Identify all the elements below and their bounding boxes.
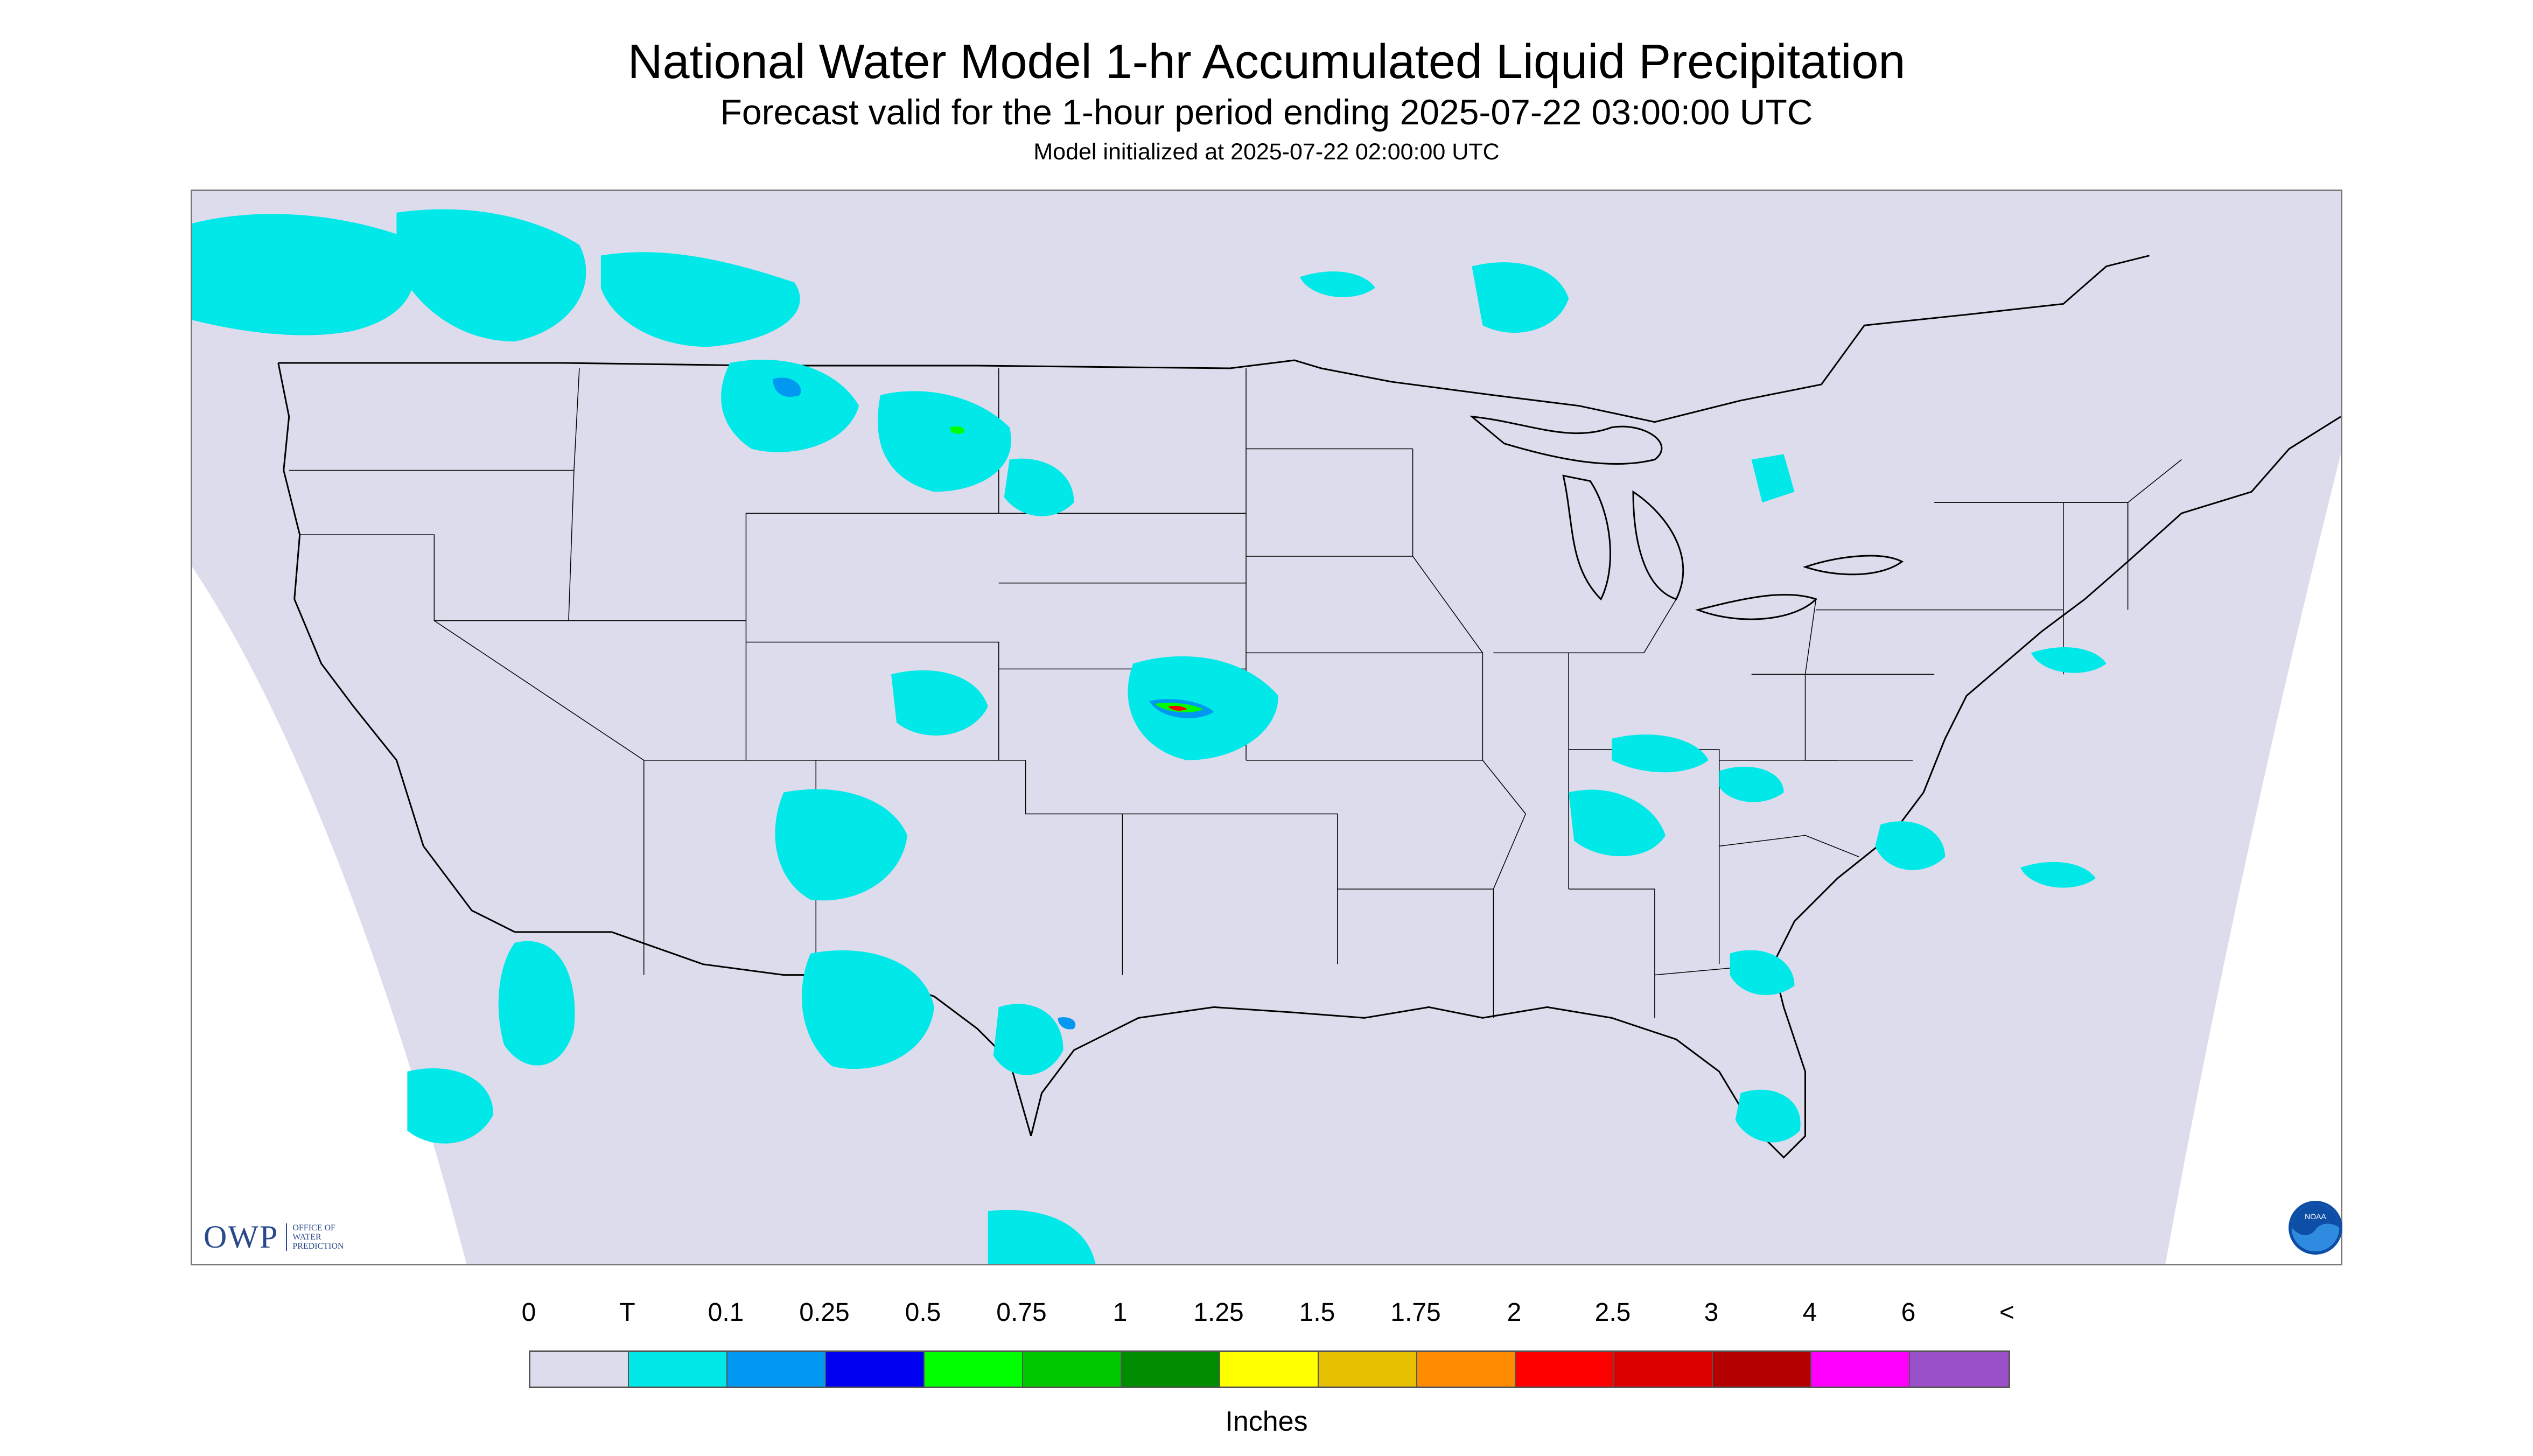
legend-tick-label: 0.5	[905, 1298, 941, 1327]
legend-tick-label: 0.1	[708, 1298, 744, 1327]
legend-swatch	[1122, 1352, 1220, 1387]
legend-tick-label: 2.5	[1594, 1298, 1631, 1327]
owp-logo-subtext: OFFICE OF WATER PREDICTION	[286, 1223, 344, 1251]
conus-precipitation-map-icon	[192, 191, 2341, 1264]
precipitation-map	[191, 190, 2342, 1265]
legend-tick-label: <	[1999, 1298, 2015, 1327]
precip-extreme	[1168, 705, 1187, 711]
legend-tick-label: 1.5	[1299, 1298, 1335, 1327]
legend-tick-label: 0.75	[996, 1298, 1047, 1327]
legend-swatch	[727, 1352, 826, 1387]
owp-sub-line-3: PREDICTION	[292, 1241, 344, 1251]
model-init-line: Model initialized at 2025-07-22 02:00:00…	[1033, 139, 1500, 165]
legend-tick-label: 6	[1901, 1298, 1916, 1327]
legend-swatch	[1023, 1352, 1122, 1387]
owp-logo-text: OWP	[204, 1219, 279, 1255]
legend-tick-label: 0	[521, 1298, 536, 1327]
legend-tick-label: 1.75	[1390, 1298, 1441, 1327]
legend-swatch	[925, 1352, 1023, 1387]
legend-swatch	[1516, 1352, 1614, 1387]
precip-legend: 0 T 0.1 0.25 0.5 0.75 1 1.25 1.5 1.75 2 2.5 3 4 6 < Inc…	[0, 1298, 2533, 1438]
owp-logo: OWP OFFICE OF WATER PREDICTION	[204, 1218, 344, 1256]
owp-sub-line-2: WATER	[292, 1232, 321, 1242]
legend-color-bar	[529, 1350, 2010, 1388]
legend-swatch	[1811, 1352, 1910, 1387]
owp-sub-line-1: OFFICE OF	[292, 1223, 335, 1233]
legend-swatch	[530, 1352, 629, 1387]
legend-swatch	[1220, 1352, 1319, 1387]
legend-swatch	[826, 1352, 925, 1387]
legend-tick-label: 3	[1704, 1298, 1719, 1327]
legend-tick-label: 1.25	[1193, 1298, 1244, 1327]
forecast-valid-subtitle: Forecast valid for the 1-hour period end…	[720, 92, 1813, 132]
legend-tick-label: 0.25	[799, 1298, 850, 1327]
legend-swatch	[1417, 1352, 1516, 1387]
legend-swatch	[1319, 1352, 1417, 1387]
legend-swatch	[1713, 1352, 1811, 1387]
legend-tick-label: 4	[1802, 1298, 1817, 1327]
legend-tick-label: 1	[1112, 1298, 1128, 1327]
legend-tick-label: T	[619, 1298, 635, 1327]
legend-swatch	[1614, 1352, 1713, 1387]
map-title: National Water Model 1-hr Accumulated Li…	[627, 35, 1906, 89]
legend-swatch	[1910, 1352, 2009, 1387]
noaa-logo-text: NOAA	[2305, 1212, 2326, 1221]
noaa-logo-icon: NOAA	[2289, 1201, 2342, 1255]
legend-tick-label: 2	[1507, 1298, 1522, 1327]
legend-swatch	[629, 1352, 727, 1387]
legend-units: Inches	[1225, 1406, 1308, 1437]
